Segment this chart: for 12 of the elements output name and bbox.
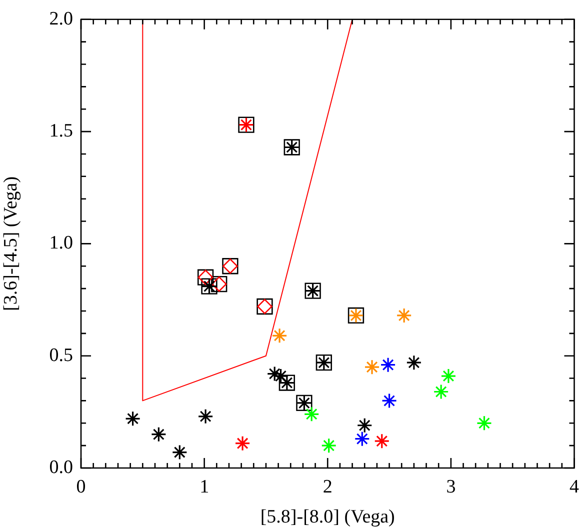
x-tick-label: 3 [446,476,456,498]
x-axis-title: [5.8]-[8.0] (Vega) [260,506,395,528]
y-tick-label: 1.5 [49,120,73,142]
x-tick-label: 0 [76,476,86,498]
x-tick-label: 1 [200,476,210,498]
y-tick-label: 0.0 [49,456,73,478]
y-tick-label: 1.0 [49,232,73,254]
y-tick-label: 0.5 [49,344,73,366]
y-tick-label: 2.0 [49,8,73,30]
x-tick-label: 4 [570,476,580,498]
x-tick-label: 2 [322,476,332,498]
y-axis-title: [3.6]-[4.5] (Vega) [0,176,22,311]
